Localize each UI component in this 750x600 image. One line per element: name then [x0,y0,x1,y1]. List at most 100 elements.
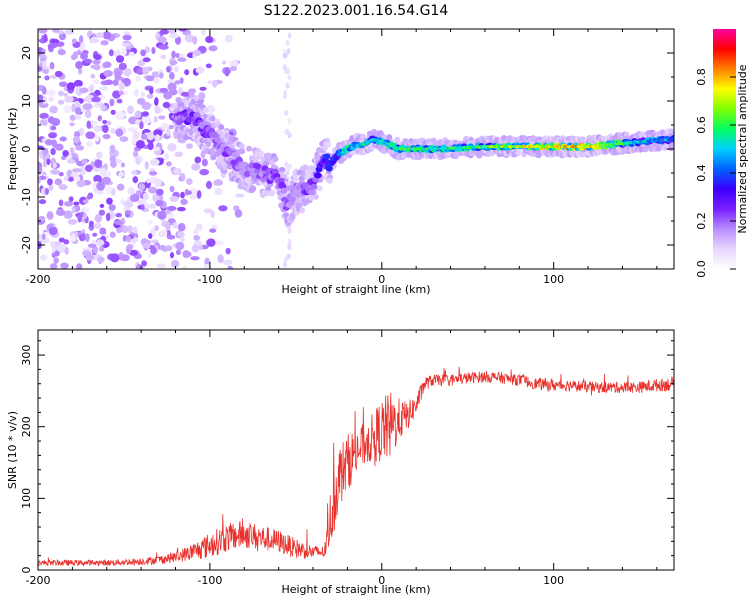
y-tick-label: -10 [20,188,33,206]
noise-speckle [99,203,105,208]
noise-speckle [54,178,63,186]
noise-speckle [135,157,141,166]
noise-speckle [132,176,139,184]
noise-speckle [102,133,111,140]
noise-speckle [114,70,122,80]
noise-speckle [164,152,170,161]
noise-speckle [196,190,202,199]
noise-speckle [128,51,135,57]
noise-speckle [45,153,51,160]
noise-speckle [104,79,114,86]
noise-speckle [126,235,131,243]
ridge-halo [268,190,275,197]
noise-speckle [66,82,76,91]
ridge-halo [579,151,586,158]
colorbar-tick-label: 0.0 [695,260,708,278]
noise-speckle [109,98,115,107]
noise-speckle [166,234,176,240]
noise-speckle [221,60,227,65]
noise-speckle [83,58,93,64]
noise-speckle [42,96,48,105]
noise-speckle [154,225,159,232]
noise-speckle [141,260,148,267]
noise-speckle [101,176,112,185]
noise-speckle [63,92,68,97]
noise-speckle [167,143,177,152]
noise-speckle [121,225,129,234]
noise-speckle [53,257,59,264]
ridge-halo [218,124,225,131]
noise-speckle [214,240,224,246]
noise-speckle [130,193,140,203]
noise-speckle [167,82,177,92]
noise-speckle [118,62,127,71]
noise-speckle [177,57,187,62]
noise-speckle [69,147,75,154]
noise-speckle [71,53,77,61]
ridge-halo [252,156,259,163]
noise-speckle [58,237,66,243]
noise-speckle [92,79,100,85]
noise-speckle [159,29,169,35]
noise-speckle [41,233,46,240]
noise-speckle [117,171,125,178]
noise-speckle [38,232,42,241]
noise-speckle [217,254,224,264]
noise-speckle [161,123,170,130]
noise-speckle [126,244,134,250]
noise-speckle [86,195,92,200]
noise-speckle [139,121,144,130]
y-tick-label: 20 [20,46,33,60]
noise-speckle [186,143,194,149]
ridge-halo [312,193,319,200]
noise-speckle [192,36,198,45]
noise-speckle [39,119,47,126]
noise-speckle [64,246,69,255]
noise-speckle [124,210,131,215]
noise-speckle [55,143,64,151]
noise-speckle [116,226,123,234]
noise-speckle [151,71,160,79]
noise-speckle [102,31,112,40]
ridge-core [254,163,262,170]
spectrogram-heat [38,29,674,269]
noise-speckle [146,93,154,99]
noise-speckle [142,242,151,249]
ridge-halo [209,115,216,122]
noise-speckle [106,197,113,205]
noise-speckle [159,87,169,93]
noise-speckle [155,188,164,196]
noise-speckle [186,178,193,185]
noise-speckle [203,263,212,269]
noise-speckle [73,79,83,88]
noise-speckle [164,245,173,252]
noise-speckle [153,76,160,84]
noise-speckle [184,34,195,43]
noise-speckle [38,165,43,175]
noise-speckle [74,175,81,182]
noise-speckle [85,131,96,140]
colorbar-label: Normalized spectral amplitude [736,64,749,233]
noise-speckle [94,222,102,229]
noise-speckle [63,176,69,182]
noise-speckle [71,38,77,44]
x-tick-label: 100 [543,273,564,286]
ridge-core [308,189,316,196]
noise-speckle [74,100,81,109]
noise-speckle [286,68,291,75]
noise-speckle [154,106,161,114]
noise-speckle [64,200,74,207]
x-tick-label: -100 [197,574,222,587]
snr-series-line [38,366,674,567]
noise-speckle [227,265,233,269]
noise-speckle [42,69,49,74]
ridge-halo [202,107,209,114]
noise-speckle [196,223,203,231]
noise-speckle [85,140,93,147]
noise-speckle [184,188,190,196]
ridge-halo [296,201,303,208]
ridge-halo [511,136,518,143]
noise-speckle [67,177,74,182]
noise-speckle [99,245,105,252]
